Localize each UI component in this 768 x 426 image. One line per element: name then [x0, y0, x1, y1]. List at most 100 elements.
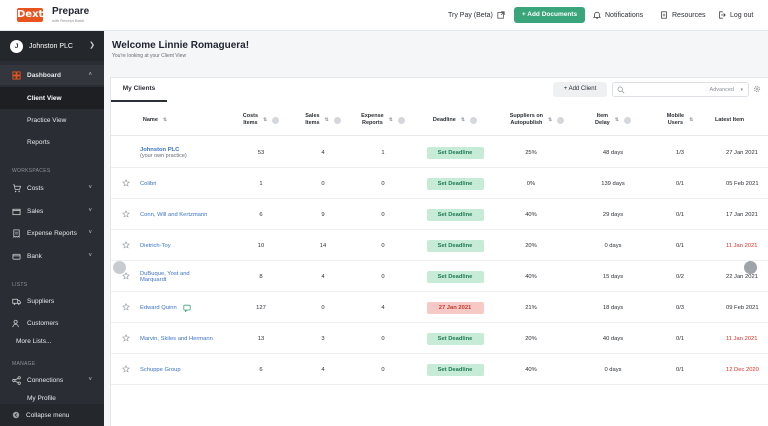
avatar: J — [10, 39, 23, 53]
column-header-expense-reports[interactable]: Expense Reports ⇅ — [351, 104, 415, 136]
column-header-deadline[interactable]: Deadline ⇅ — [425, 104, 485, 136]
star-icon[interactable] — [122, 303, 130, 311]
sidebar-item-my-profile[interactable]: My Profile — [0, 392, 104, 404]
column-header-mobile-users[interactable]: Mobile Users ⇅ — [655, 104, 705, 136]
sidebar-item-connections[interactable]: Connections ˅ — [0, 370, 104, 390]
info-icon[interactable] — [397, 116, 405, 124]
sidebar-item-more-lists[interactable]: More Lists... — [0, 331, 104, 351]
info-icon[interactable] — [557, 116, 565, 124]
set-deadline-button[interactable]: Set Deadline — [426, 177, 484, 190]
collapse-menu-button[interactable]: Collapse menu — [0, 404, 104, 426]
info-icon[interactable] — [333, 116, 341, 124]
sidebar-item-practice-view[interactable]: Practice View — [27, 116, 67, 124]
sidebar-item-expense-reports[interactable]: Expense Reports ˅ — [0, 223, 104, 243]
star-icon[interactable] — [122, 241, 130, 249]
scroll-right-button[interactable] — [744, 261, 757, 274]
column-header-item-delay[interactable]: Item Delay ⇅ — [587, 104, 639, 136]
client-name-cell[interactable]: Johnston PLC (your own practice) — [140, 137, 187, 168]
scroll-left-button[interactable] — [113, 261, 126, 274]
client-name-cell[interactable]: Schuppe Group — [140, 354, 181, 385]
add-documents-button[interactable]: + Add Documents — [514, 7, 585, 23]
set-deadline-button[interactable]: Set Deadline — [426, 208, 484, 221]
sidebar-item-suppliers[interactable]: Suppliers — [0, 291, 104, 311]
table-row[interactable]: Colibri 1 0 0 Set Deadline 0% 139 days 0/1 05 Fe… — [111, 168, 768, 199]
resources-link[interactable]: Resources — [660, 11, 705, 19]
advanced-search-label[interactable]: Advanced — [709, 87, 734, 93]
set-deadline-button[interactable]: Set Deadline — [426, 332, 484, 345]
sidebar-item-sales[interactable]: Sales ˅ — [0, 201, 104, 221]
star-icon[interactable] — [122, 334, 130, 342]
info-icon[interactable] — [272, 116, 280, 124]
cell-latest-item: 27 Jan 2021 — [726, 149, 758, 156]
client-name-cell[interactable]: Dietrich-Toy — [140, 230, 171, 261]
sidebar-item-bank[interactable]: Bank ˅ — [0, 246, 104, 266]
info-icon[interactable] — [470, 116, 478, 124]
sidebar-item-customers[interactable]: Customers — [0, 313, 104, 333]
star-icon[interactable] — [122, 179, 130, 187]
client-name[interactable]: Dietrich-Toy — [140, 242, 171, 249]
dext-logo[interactable]: Dext — [17, 8, 44, 22]
set-deadline-button[interactable]: Set Deadline — [426, 146, 484, 159]
deadline-badge[interactable]: 27 Jan 2021 — [426, 301, 484, 314]
client-name-secondary: (your own practice) — [140, 152, 187, 159]
add-client-button[interactable]: + Add Client — [553, 82, 607, 97]
set-deadline-button[interactable]: Set Deadline — [426, 363, 484, 376]
column-header-latest-item[interactable]: Latest Item — [715, 104, 768, 136]
client-name-cell[interactable]: Conn, Will and Kertzmann — [140, 199, 207, 230]
table-row[interactable]: DuBuque, Yost and Marquardt 8 4 0 Set Deadlin… — [111, 261, 768, 292]
table-row[interactable]: Conn, Will and Kertzmann 6 9 0 Set Deadline 4… — [111, 199, 768, 230]
cell-sales: 4 — [321, 149, 325, 156]
cell-mobile: 0/1 — [675, 335, 685, 342]
account-switcher[interactable]: J Johnston PLC ❯ — [0, 31, 104, 61]
main-content: Welcome Linnie Romaguera! You're looking… — [104, 31, 768, 426]
set-deadline-button[interactable]: Set Deadline — [426, 239, 484, 252]
table-row[interactable]: Dietrich-Toy 10 14 0 Set Deadline 20% 0 days 0/… — [111, 230, 768, 261]
logout-icon — [719, 11, 726, 19]
info-icon[interactable] — [623, 116, 631, 124]
column-header-suppliers-autopublish[interactable]: Suppliers on Autopublish ⇅ — [499, 104, 575, 136]
sidebar-item-costs[interactable]: Costs ˅ — [0, 178, 104, 198]
column-header-sales[interactable]: Sales Items ⇅ — [293, 104, 353, 136]
star-icon[interactable] — [122, 272, 130, 280]
client-name[interactable]: Marvin, Skiles and Hermann — [140, 335, 213, 342]
table-row[interactable]: Edward Quinn 127 0 4 27 Jan 2021 21% 18 days 0/… — [111, 292, 768, 323]
tab-my-clients[interactable]: My Clients — [111, 78, 167, 102]
sidebar-item-dashboard[interactable]: Dashboard ˄ — [0, 65, 104, 85]
set-deadline-button[interactable]: Set Deadline — [426, 270, 484, 283]
notifications-link[interactable]: Notifications — [593, 11, 643, 19]
client-name-cell[interactable]: Edward Quinn — [140, 292, 191, 323]
sidebar-item-client-view[interactable]: Client View — [0, 87, 104, 109]
column-header-name[interactable]: Name ⇅ — [139, 104, 171, 136]
cell-deadline: Set Deadline — [420, 199, 490, 230]
client-name[interactable]: DuBuque, Yost and — [140, 270, 190, 277]
client-name[interactable]: Edward Quinn — [140, 304, 177, 311]
client-name-cell[interactable]: Colibri — [140, 168, 156, 199]
client-name-cell[interactable]: Marvin, Skiles and Hermann — [140, 323, 213, 354]
cell-latest-item: 22 Jan 2021 — [726, 273, 758, 280]
sort-icon: ⇅ — [324, 116, 329, 123]
client-name[interactable]: Conn, Will and Kertzmann — [140, 211, 208, 218]
table-row[interactable]: Schuppe Group 6 4 0 Set Deadline 40% 0 days 0/1… — [111, 354, 768, 385]
star-icon[interactable] — [122, 210, 130, 218]
client-name[interactable]: Johnston PLC — [140, 146, 180, 153]
cell-expense: 4 — [381, 304, 385, 311]
client-name[interactable]: Colibri — [140, 180, 157, 187]
cell-latest-item: 09 Feb 2021 — [726, 304, 759, 311]
cell-latest-item: 05 Feb 2021 — [726, 180, 759, 187]
logout-link[interactable]: Log out — [718, 11, 753, 19]
try-pay-link[interactable]: Try Pay (Beta) — [448, 11, 505, 19]
cell-delay: 48 days — [602, 149, 624, 156]
profile-icon — [12, 394, 21, 403]
column-header-costs[interactable]: Costs Items ⇅ — [231, 104, 291, 136]
table-row[interactable]: Johnston PLC (your own practice) 53 4 1 Set D… — [111, 137, 768, 168]
gear-icon[interactable] — [753, 85, 761, 93]
search-input[interactable]: Advanced ▾ — [612, 82, 749, 97]
column-label: Costs Items — [242, 113, 259, 126]
client-name-cell[interactable]: DuBuque, Yost and Marquardt — [140, 261, 190, 292]
sidebar-item-reports[interactable]: Reports — [27, 138, 50, 146]
table-row[interactable]: Marvin, Skiles and Hermann 13 3 0 Set Deadli… — [111, 323, 768, 354]
star-icon[interactable] — [122, 365, 130, 373]
chat-icon[interactable] — [183, 304, 191, 312]
cell-delay: 18 days — [602, 304, 624, 311]
client-name[interactable]: Schuppe Group — [140, 366, 181, 373]
